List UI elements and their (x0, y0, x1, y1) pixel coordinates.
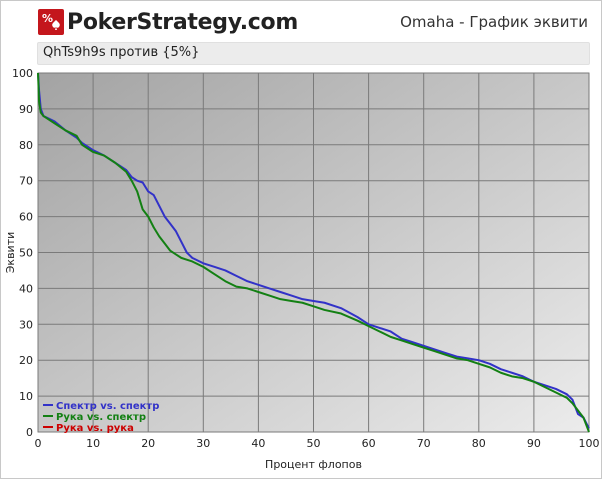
x-axis-label: Процент флопов (265, 458, 362, 471)
y-tick-label: 10 (19, 390, 33, 403)
logo-mark-icon: % (38, 9, 64, 35)
x-tick-label: 0 (35, 437, 42, 450)
legend-label: Рука vs. спектр (56, 412, 146, 423)
x-tick-label: 90 (527, 437, 541, 450)
x-tick-label: 70 (417, 437, 431, 450)
y-tick-label: 20 (19, 354, 33, 367)
y-tick-label: 100 (12, 67, 33, 80)
y-tick-label: 70 (19, 175, 33, 188)
y-tick-label: 30 (19, 318, 33, 331)
x-axis-ticks: 0 10 20 30 40 50 60 70 80 90 100 (35, 437, 600, 450)
y-tick-label: 50 (19, 247, 33, 260)
x-tick-label: 20 (141, 437, 155, 450)
x-tick-label: 60 (362, 437, 376, 450)
x-tick-label: 30 (196, 437, 210, 450)
legend-label: Рука vs. рука (56, 423, 134, 434)
y-tick-label: 40 (19, 282, 33, 295)
x-tick-label: 100 (579, 437, 600, 450)
chart-subtitle: QhTs9h9s против {5%} (43, 45, 200, 60)
y-tick-label: 80 (19, 139, 33, 152)
logo-text: PokerStrategy.com (67, 9, 298, 35)
x-tick-label: 40 (251, 437, 265, 450)
grid-lines (37, 72, 590, 433)
page-title: Omaha - График эквити (400, 13, 588, 31)
x-tick-label: 80 (472, 437, 486, 450)
logo[interactable]: % PokerStrategy.com (38, 8, 298, 36)
subtitle-bar: QhTs9h9s против {5%} (37, 42, 590, 65)
series-line-2 (37, 72, 590, 433)
y-tick-label: 0 (26, 426, 33, 439)
legend-label: Спектр vs. спектр (56, 401, 159, 412)
y-tick-label: 90 (19, 103, 33, 116)
y-axis-label: Эквити (4, 232, 17, 274)
svg-text:%: % (42, 12, 53, 25)
y-axis-ticks: 0 10 20 30 40 50 60 70 80 90 100 (12, 67, 33, 439)
x-tick-label: 10 (86, 437, 100, 450)
series-lines (37, 72, 590, 433)
x-tick-label: 50 (307, 437, 321, 450)
y-tick-label: 60 (19, 211, 33, 224)
